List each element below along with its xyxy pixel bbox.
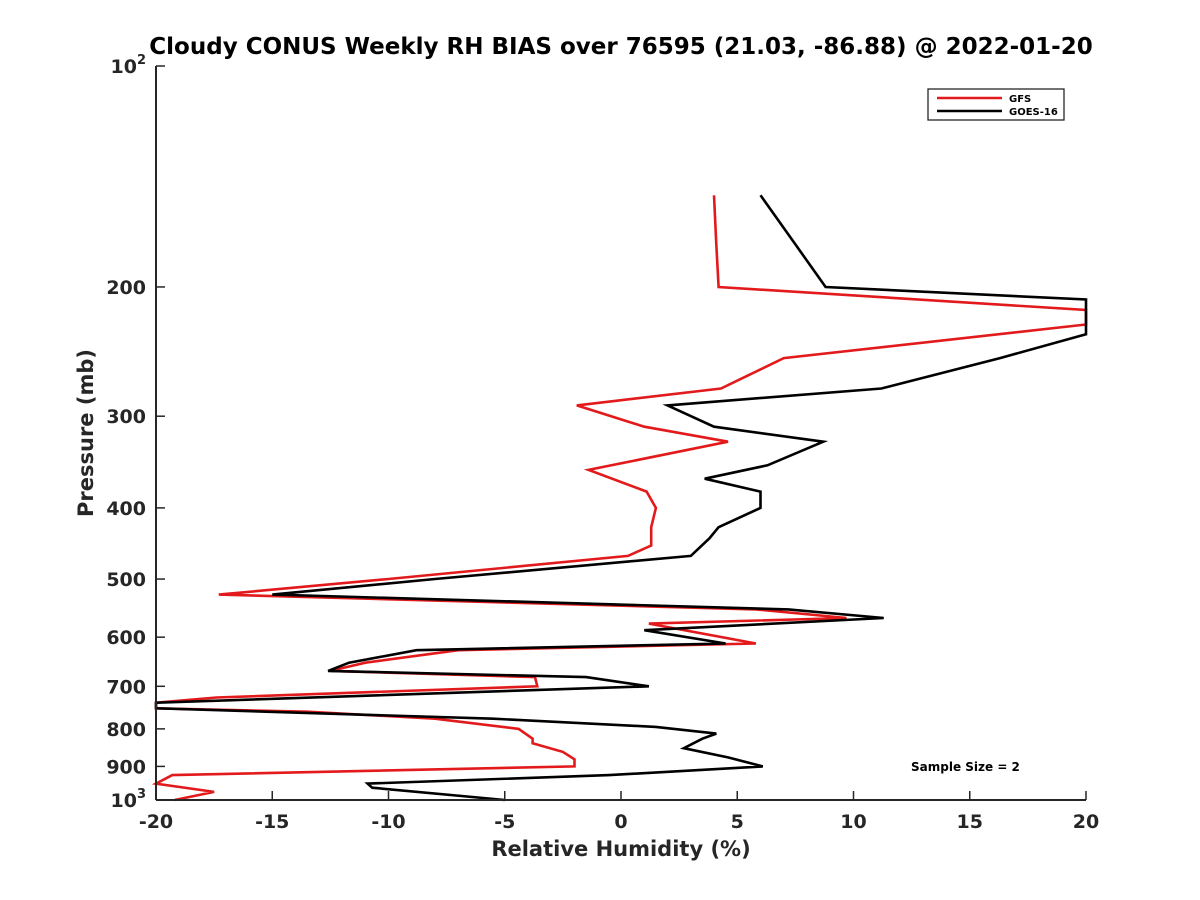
x-tick-label: -10: [371, 811, 405, 833]
series-line-goes16: [154, 194, 1088, 802]
x-axis-label: Relative Humidity (%): [491, 837, 750, 861]
y-tick-label: 300: [106, 406, 146, 428]
y-axis-label: Pressure (mb): [74, 349, 98, 517]
x-tick-label: 5: [731, 811, 744, 833]
x-tick-label: 15: [957, 811, 983, 833]
x-tick-label: -5: [494, 811, 515, 833]
x-tick-label: 0: [614, 811, 627, 833]
x-tick-label: 10: [840, 811, 866, 833]
y-ticks: 102 200 300 400 500 600 700 800 900 103: [106, 53, 165, 812]
y-tick-label: 103: [111, 787, 147, 812]
y-tick-label: 102: [111, 53, 147, 78]
chart-title: Cloudy CONUS Weekly RH BIAS over 76595 (…: [149, 34, 1092, 60]
x-tick-label: -20: [139, 811, 173, 833]
y-tick-label: 700: [106, 676, 146, 698]
x-tick-label: 20: [1073, 811, 1099, 833]
legend-label-gfs: GFS: [1009, 94, 1031, 105]
legend-label-goes16: GOES-16: [1009, 107, 1058, 118]
y-tick-label: 600: [106, 627, 146, 649]
y-tick-label: 400: [106, 498, 146, 520]
y-tick-label: 500: [106, 569, 146, 591]
y-tick-label: 800: [106, 719, 146, 741]
y-tick-label: 900: [106, 756, 146, 778]
x-tick-label: -15: [255, 811, 289, 833]
x-ticks: -20 -15 -10 -5 0 5 10 15 20: [139, 791, 1099, 833]
legend: GFS GOES-16: [927, 88, 1065, 121]
sample-size-annotation: Sample Size = 2: [911, 760, 1020, 774]
series-line-gfs: [151, 195, 1088, 802]
plot-area: -20 -15 -10 -5 0 5 10 15 20 102 200 300 400 500 600 70…: [106, 53, 1099, 833]
series-layer: [151, 194, 1088, 802]
y-tick-label: 200: [106, 277, 146, 299]
legend-box: [927, 88, 1065, 121]
